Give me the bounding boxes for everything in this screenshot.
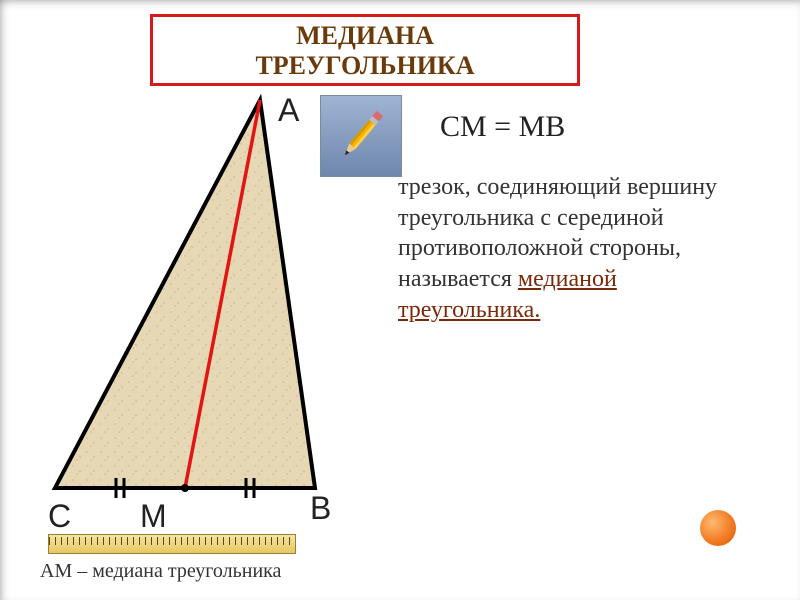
- label-A: А: [278, 92, 299, 129]
- point-M: [181, 484, 189, 492]
- ruler-icon: [48, 534, 296, 554]
- label-C: С: [48, 498, 71, 535]
- caption-text: АМ – медиана треугольника: [40, 560, 281, 583]
- label-B: В: [310, 490, 331, 527]
- pencil-icon: [320, 95, 402, 177]
- nav-dot[interactable]: [700, 510, 736, 546]
- triangle-diagram: [0, 0, 800, 600]
- label-M: М: [140, 498, 167, 535]
- triangle-shape: [55, 100, 315, 488]
